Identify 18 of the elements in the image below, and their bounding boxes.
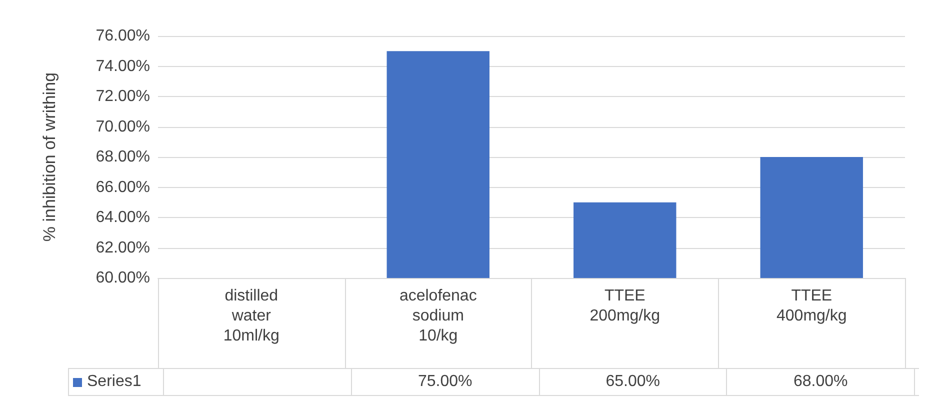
- y-tick-label: 66.00%: [96, 178, 150, 196]
- y-tick-label: 72.00%: [96, 88, 150, 105]
- x-tick-label: TTEE 400mg/kg: [776, 288, 847, 324]
- y-tick-label: 60.00%: [96, 270, 150, 286]
- x-tick-label: acelofenac sodium 10/kg: [399, 288, 477, 344]
- y-axis-title: % inhibition of writhing: [40, 72, 59, 242]
- data-label: 75.00%: [350, 369, 538, 395]
- data-label: 68.00%: [726, 369, 915, 395]
- data-label: 65.00%: [538, 369, 726, 395]
- y-tick-label: 74.00%: [96, 58, 150, 75]
- y-tick-label: 70.00%: [96, 118, 150, 136]
- x-tick-label: distilled water 10ml/kg: [223, 288, 280, 344]
- x-tick-label: TTEE 200mg/kg: [590, 288, 660, 324]
- legend-label: Series1: [87, 373, 142, 391]
- y-tick-label: 76.00%: [96, 28, 150, 44]
- y-tick-label: 62.00%: [96, 239, 150, 256]
- y-tick-label: 68.00%: [96, 148, 150, 166]
- y-tick-label: 64.00%: [96, 209, 150, 226]
